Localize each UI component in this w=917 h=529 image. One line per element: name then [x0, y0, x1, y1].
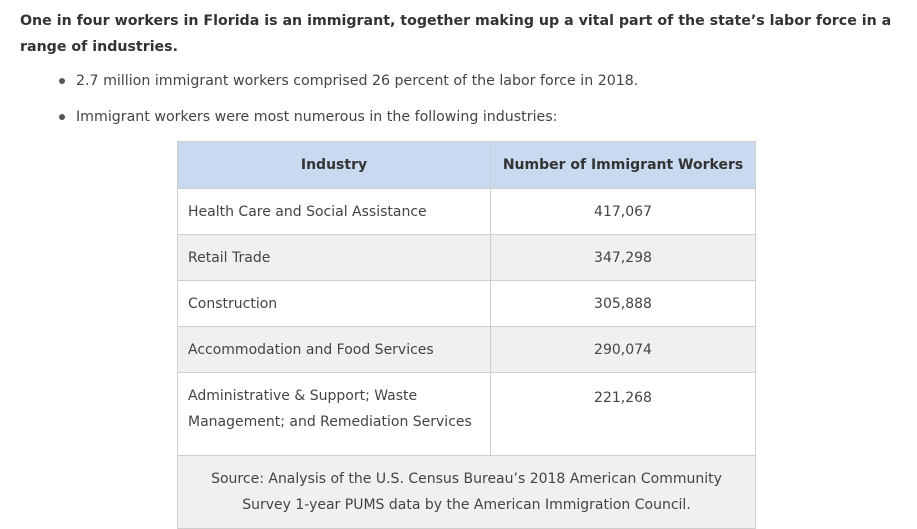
table-row: Construction 305,888: [177, 280, 756, 327]
table-row: Accommodation and Food Services 290,074: [177, 326, 756, 373]
bullet-dot-icon: [59, 114, 65, 120]
table-row: Retail Trade 347,298: [177, 234, 756, 281]
column-header-industry: Industry: [177, 141, 491, 189]
bullet-text: Immigrant workers were most numerous in …: [76, 109, 558, 125]
table-row: Health Care and Social Assistance 417,06…: [177, 188, 756, 235]
column-header-count: Number of Immigrant Workers: [490, 141, 756, 189]
industry-cell: Accommodation and Food Services: [177, 326, 491, 373]
count-cell: 305,888: [490, 280, 756, 327]
industry-cell: Construction: [177, 280, 491, 327]
industry-table: Industry Number of Immigrant Workers Hea…: [177, 141, 756, 529]
industry-cell: Retail Trade: [177, 234, 491, 281]
bullet-list: 2.7 million immigrant workers comprised …: [0, 70, 917, 142]
section-heading: One in four workers in Florida is an imm…: [20, 13, 892, 55]
table-header-row: Industry Number of Immigrant Workers: [177, 141, 756, 189]
table-source-row: Source: Analysis of the U.S. Census Bure…: [177, 455, 756, 529]
source-note: Source: Analysis of the U.S. Census Bure…: [177, 455, 756, 529]
industry-cell: Administrative & Support; Waste Manageme…: [177, 372, 491, 456]
bullet-dot-icon: [59, 78, 65, 84]
bullet-text: 2.7 million immigrant workers comprised …: [76, 73, 639, 89]
table-row: Administrative & Support; Waste Manageme…: [177, 372, 756, 456]
bullet-item: 2.7 million immigrant workers comprised …: [0, 70, 917, 106]
industry-cell: Health Care and Social Assistance: [177, 188, 491, 235]
count-cell: 347,298: [490, 234, 756, 281]
count-cell: 417,067: [490, 188, 756, 235]
count-cell: 221,268: [490, 372, 756, 456]
bullet-item: Immigrant workers were most numerous in …: [0, 106, 917, 142]
count-cell: 290,074: [490, 326, 756, 373]
